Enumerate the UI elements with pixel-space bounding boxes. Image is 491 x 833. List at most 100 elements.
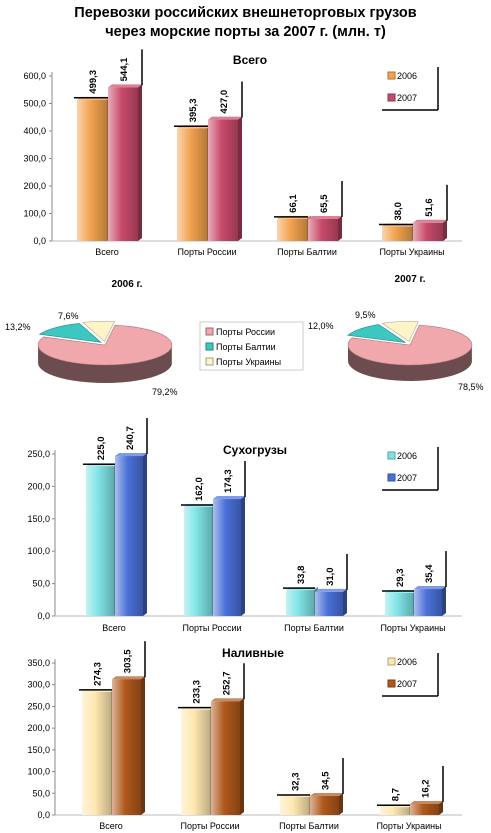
liquid-data-label: 16,2 [421, 779, 432, 798]
dry-bar-top [213, 496, 245, 500]
dry-y-tick-label: 250,0 [27, 449, 50, 459]
total-y-tick-label: 400,0 [23, 126, 46, 136]
liquid-chart-title: Наливные [222, 646, 284, 660]
total-bar-side [338, 215, 342, 241]
total-y-tick-label: 0,0 [33, 236, 46, 246]
liquid-category-label: Порты Украины [376, 821, 441, 831]
dry-bar-top [115, 453, 147, 457]
dry-bar-2007-1 [213, 499, 241, 616]
liquid-y-tick-label: 300,0 [27, 680, 50, 690]
liquid-data-label: 34,5 [321, 771, 332, 790]
pie-2006-title: 2006 г. [112, 279, 143, 290]
total-bar-2006-2 [277, 218, 307, 241]
dry-legend: 2006 2007 [381, 446, 439, 491]
total-bar-2007-3 [413, 222, 443, 241]
liquid-bar-2007-2 [310, 796, 339, 815]
dry-legend-swatch-2007 [387, 473, 396, 482]
dry-bar-side [343, 588, 347, 616]
liquid-y-tick-label: 100,0 [27, 767, 50, 777]
dry-legend-swatch-2006 [387, 451, 396, 460]
pie-2007: 2007 г. 78,5% 12,0% 9,5% [308, 274, 484, 392]
dry-bar-2006-3 [385, 593, 413, 616]
pie-legend-swatch-0 [205, 327, 214, 336]
pie-legend-swatch-2 [205, 357, 214, 366]
pie-legend-label-0: Порты России [216, 327, 275, 337]
dry-legend-label-2007: 2007 [397, 473, 417, 483]
liquid-data-label: 252,7 [222, 671, 233, 695]
liquid-bar-side [240, 698, 244, 815]
dry-data-label: 29,3 [395, 569, 406, 588]
total-bar-2007-2 [308, 218, 338, 241]
total-chart-title: Всего [233, 53, 267, 67]
liquid-bar-top [211, 698, 244, 702]
total-y-tick-label: 500,0 [23, 99, 46, 109]
page-title: Перевозки российских внешнеторговых груз… [0, 4, 491, 42]
dry-y-tick-label: 50,0 [32, 579, 50, 589]
pie-2006-slice-Порты Украины [82, 321, 115, 342]
liquid-y-tick-label: 50,0 [32, 788, 50, 798]
total-legend-label-2007: 2007 [397, 93, 417, 103]
pie-2007-slice-Порты Балтии [347, 324, 406, 343]
pie-2007-slice-side [348, 345, 472, 381]
total-y-tick-label: 600,0 [23, 71, 46, 81]
pie-2007-slice-Порты России [347, 324, 473, 366]
liquid-bar-2006-0 [82, 691, 111, 815]
dry-category-label: Порты Балтии [284, 623, 344, 633]
total-bar-top [208, 116, 242, 120]
dry-y-tick-label: 200,0 [27, 481, 50, 491]
dry-bar-side [442, 586, 446, 616]
liquid-data-label: 233,3 [192, 680, 203, 704]
total-data-label: 427,0 [219, 90, 230, 114]
pie-2006-slice-side [38, 344, 172, 383]
liquid-bar-top [310, 793, 343, 797]
pie-2007-pct-label: 78,5% [458, 382, 484, 392]
liquid-bar-2006-1 [181, 709, 210, 815]
total-bar-2006-1 [177, 128, 207, 241]
liquid-y-tick-label: 350,0 [27, 658, 50, 668]
pie-2007-slice-Порты Украины [381, 321, 419, 342]
liquid-legend-label-2007: 2007 [397, 679, 417, 689]
liquid-bar-side [439, 800, 443, 815]
total-bar-top [413, 219, 447, 223]
total-bar-2007-1 [208, 119, 238, 241]
dry-data-label: 240,7 [125, 426, 136, 450]
total-category-label: Порты Балтии [277, 247, 337, 257]
liquid-chart: Наливные 0,0 50,0 100,0 150,0 200,0 250,0 300,0… [27, 641, 462, 831]
liquid-data-label: 8,7 [391, 788, 402, 801]
total-data-label: 66,1 [288, 194, 299, 213]
total-data-label: 499,3 [88, 70, 99, 94]
dry-legend-label-2006: 2006 [397, 451, 417, 461]
dry-chart-title: Сухогрузы [223, 443, 287, 457]
dry-bar-top [315, 588, 347, 592]
pie-2007-pct-label: 9,5% [355, 310, 376, 320]
dry-y-tick-label: 150,0 [27, 514, 50, 524]
pie-legend: Порты России Порты Балтии Порты Украины [199, 321, 304, 371]
liquid-category-label: Порты Балтии [279, 821, 339, 831]
total-category-label: Порты России [177, 247, 236, 257]
dry-data-label: 31,0 [325, 567, 336, 586]
pie-legend-frame [199, 321, 304, 371]
dry-data-label: 174,3 [223, 469, 234, 493]
dry-bar-2007-2 [315, 591, 343, 616]
total-y-tick-label: 200,0 [23, 181, 46, 191]
pie-2006-slice-Порты России [37, 324, 173, 366]
liquid-bar-2007-3 [410, 803, 439, 815]
total-legend-swatch-2007 [387, 93, 396, 102]
total-data-label: 51,6 [424, 198, 435, 217]
dry-data-label: 162,0 [194, 477, 205, 501]
total-bar-2007-0 [108, 87, 138, 241]
total-bar-side [443, 219, 447, 241]
liquid-legend: 2006 2007 [381, 652, 439, 697]
liquid-bar-top [410, 800, 443, 804]
pie-2006-slice-Порты Балтии [38, 323, 102, 343]
liquid-bar-side [339, 793, 343, 815]
liquid-bar-2007-0 [112, 679, 141, 815]
liquid-category-label: Всего [99, 821, 123, 831]
dry-y-tick-label: 100,0 [27, 546, 50, 556]
dry-bar-2007-0 [115, 456, 143, 616]
liquid-y-tick-label: 250,0 [27, 701, 50, 711]
pie-legend-swatch-1 [205, 342, 214, 351]
total-bar-top [108, 84, 142, 88]
pie-legend-label-2: Порты Украины [216, 357, 281, 367]
total-bar-2006-0 [77, 99, 107, 241]
